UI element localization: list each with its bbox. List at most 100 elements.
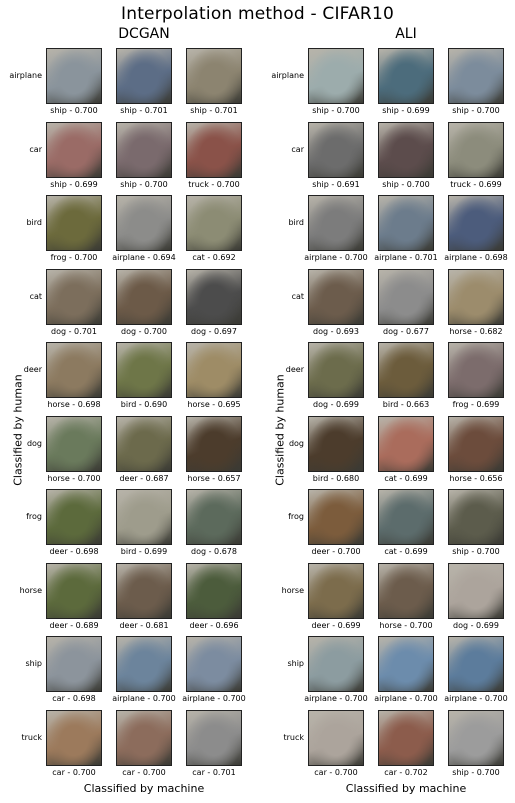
sample-caption: airplane - 0.701 bbox=[374, 253, 438, 262]
sample-caption: ship - 0.700 bbox=[452, 767, 500, 777]
panel-title: DCGAN bbox=[118, 26, 170, 42]
row-label: cat bbox=[29, 291, 42, 301]
sample-caption: car - 0.701 bbox=[192, 767, 236, 777]
sample-image bbox=[378, 415, 434, 472]
sample-image bbox=[186, 268, 242, 325]
sample-image bbox=[46, 415, 102, 472]
sample-caption: horse - 0.700 bbox=[47, 473, 101, 483]
sample-image bbox=[46, 121, 102, 178]
row-label: ship bbox=[25, 659, 42, 668]
sample-caption: deer - 0.696 bbox=[189, 620, 239, 630]
row-label: airplane bbox=[9, 71, 42, 80]
row-label: frog bbox=[26, 512, 42, 521]
sample-image bbox=[186, 415, 242, 472]
sample-caption: ship - 0.700 bbox=[452, 106, 500, 115]
sample-caption: bird - 0.699 bbox=[120, 547, 168, 556]
sample-caption: dog - 0.678 bbox=[191, 547, 237, 556]
y-axis-label: Classified by human bbox=[273, 374, 287, 486]
sample-image bbox=[378, 709, 434, 766]
sample-image bbox=[448, 121, 504, 178]
sample-caption: ship - 0.699 bbox=[382, 106, 430, 115]
sample-caption: truck - 0.699 bbox=[450, 179, 502, 189]
sample-image bbox=[46, 636, 102, 692]
sample-image bbox=[308, 195, 364, 251]
row-label: airplane bbox=[271, 71, 304, 80]
sample-caption: dog - 0.697 bbox=[191, 326, 237, 336]
sample-image bbox=[186, 709, 242, 766]
sample-image bbox=[186, 562, 242, 619]
sample-caption: dog - 0.677 bbox=[383, 326, 429, 336]
sample-image bbox=[46, 489, 102, 545]
sample-image bbox=[186, 195, 242, 251]
sample-caption: dog - 0.701 bbox=[51, 326, 97, 336]
sample-image bbox=[116, 415, 172, 472]
sample-caption: airplane - 0.700 bbox=[374, 694, 438, 703]
sample-caption: airplane - 0.700 bbox=[444, 694, 508, 703]
sample-caption: car - 0.698 bbox=[52, 694, 96, 703]
sample-image bbox=[378, 636, 434, 692]
sample-image bbox=[448, 709, 504, 766]
sample-caption: ship - 0.701 bbox=[190, 106, 238, 115]
sample-caption: dog - 0.699 bbox=[313, 400, 359, 409]
row-label: bird bbox=[288, 218, 304, 227]
sample-image bbox=[378, 268, 434, 325]
y-axis-label: Classified by human bbox=[11, 374, 25, 486]
sample-caption: horse - 0.695 bbox=[187, 400, 241, 409]
sample-image bbox=[46, 195, 102, 251]
sample-caption: dog - 0.700 bbox=[121, 326, 167, 336]
sample-image bbox=[308, 489, 364, 545]
sample-image bbox=[448, 636, 504, 692]
sample-image bbox=[46, 342, 102, 398]
row-label: dog bbox=[26, 438, 42, 448]
sample-caption: ship - 0.700 bbox=[382, 179, 430, 189]
sample-image bbox=[116, 268, 172, 325]
sample-image bbox=[308, 121, 364, 178]
sample-image bbox=[116, 48, 172, 104]
sample-image bbox=[448, 415, 504, 472]
x-axis-label: Classified by machine bbox=[345, 782, 467, 795]
sample-caption: airplane - 0.700 bbox=[112, 694, 176, 703]
sample-caption: truck - 0.700 bbox=[188, 179, 240, 189]
sample-image bbox=[116, 709, 172, 766]
sample-image bbox=[308, 636, 364, 692]
sample-image bbox=[308, 342, 364, 398]
sample-caption: frog - 0.700 bbox=[50, 253, 98, 262]
sample-caption: horse - 0.698 bbox=[47, 400, 101, 409]
sample-image bbox=[116, 121, 172, 178]
sample-caption: cat - 0.699 bbox=[384, 547, 428, 556]
sample-image bbox=[116, 489, 172, 545]
sample-image bbox=[186, 489, 242, 545]
sample-image bbox=[186, 342, 242, 398]
sample-image bbox=[116, 562, 172, 619]
row-label: cat bbox=[291, 291, 304, 301]
sample-image bbox=[378, 562, 434, 619]
sample-caption: ship - 0.700 bbox=[312, 106, 360, 115]
sample-image bbox=[378, 48, 434, 104]
sample-image bbox=[116, 342, 172, 398]
sample-caption: deer - 0.689 bbox=[49, 620, 99, 630]
sample-image bbox=[308, 709, 364, 766]
sample-caption: car - 0.702 bbox=[384, 767, 428, 777]
sample-caption: ship - 0.699 bbox=[50, 179, 98, 189]
row-label: car bbox=[29, 144, 42, 154]
panel-title: ALI bbox=[395, 26, 417, 42]
row-label: deer bbox=[285, 365, 304, 374]
sample-caption: deer - 0.699 bbox=[311, 620, 361, 630]
sample-caption: car - 0.700 bbox=[122, 767, 166, 777]
sample-image bbox=[308, 48, 364, 104]
sample-caption: airplane - 0.700 bbox=[304, 253, 368, 262]
row-label: horse bbox=[19, 585, 42, 595]
sample-caption: ship - 0.701 bbox=[120, 106, 168, 115]
sample-image bbox=[186, 636, 242, 692]
sample-caption: cat - 0.699 bbox=[384, 473, 428, 483]
sample-caption: ship - 0.700 bbox=[452, 547, 500, 556]
sample-image bbox=[116, 636, 172, 692]
row-label: deer bbox=[23, 365, 42, 374]
sample-image bbox=[448, 562, 504, 619]
sample-caption: cat - 0.692 bbox=[192, 253, 236, 262]
x-axis-label: Classified by machine bbox=[83, 782, 205, 795]
sample-image bbox=[308, 268, 364, 325]
row-label: ship bbox=[287, 659, 304, 668]
row-label: frog bbox=[288, 512, 304, 521]
sample-image bbox=[378, 121, 434, 178]
